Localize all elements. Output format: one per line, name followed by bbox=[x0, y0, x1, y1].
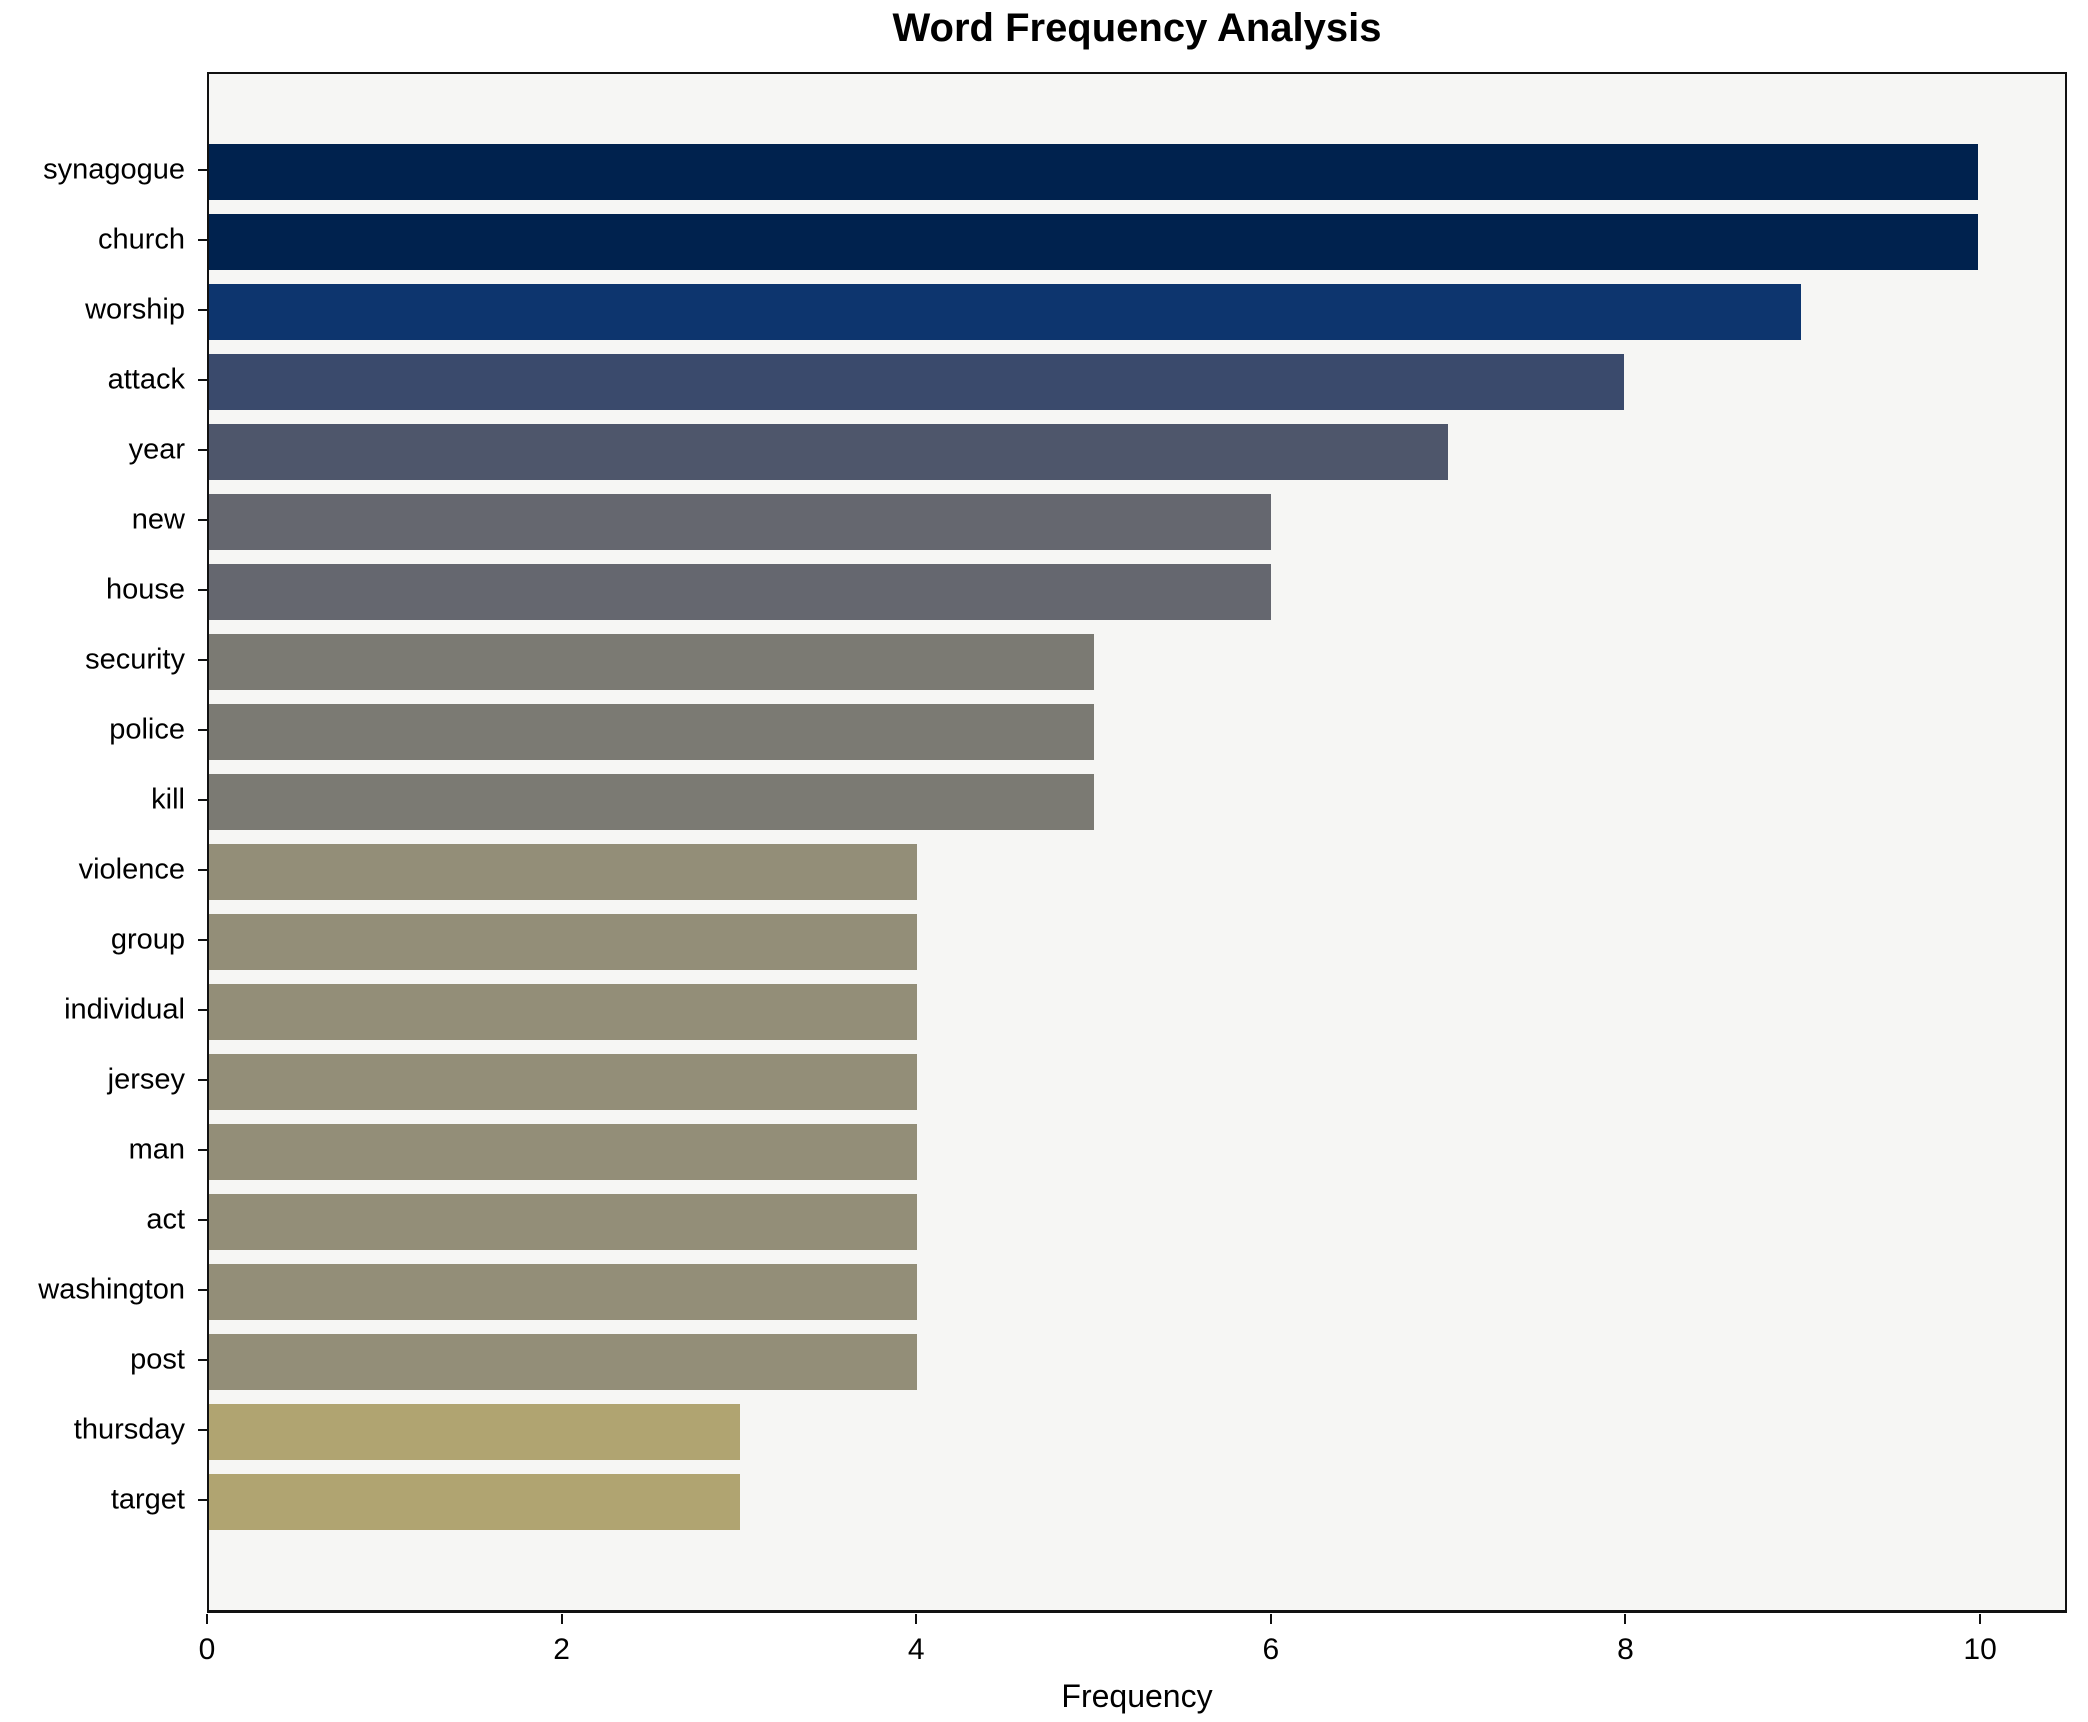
y-tick-label: church bbox=[97, 223, 185, 256]
y-tick-label: new bbox=[131, 503, 185, 536]
y-tick-mark bbox=[198, 379, 207, 381]
y-tick-label: thursday bbox=[73, 1413, 185, 1446]
x-tick-label: 4 bbox=[907, 1633, 925, 1666]
bar bbox=[209, 634, 1094, 690]
bar bbox=[209, 214, 1979, 270]
y-tick-label: post bbox=[130, 1343, 185, 1376]
bar bbox=[209, 494, 1271, 550]
y-tick-label: year bbox=[128, 433, 185, 466]
y-tick-mark bbox=[198, 1499, 207, 1501]
x-axis-label: Frequency bbox=[1061, 1678, 1213, 1714]
x-tick-mark bbox=[915, 1614, 918, 1624]
bar-row bbox=[209, 1397, 2065, 1467]
bar bbox=[209, 1054, 917, 1110]
bar bbox=[209, 144, 1979, 200]
bar bbox=[209, 1334, 917, 1390]
y-tick-mark bbox=[198, 1359, 207, 1361]
y-tick-label: security bbox=[85, 643, 185, 676]
x-axis: 0 2 4 6 8 10 bbox=[199, 1613, 2067, 1683]
y-tick-mark bbox=[198, 1079, 207, 1081]
y-tick-mark bbox=[198, 659, 207, 661]
y-tick-mark bbox=[198, 239, 207, 241]
y-tick-mark bbox=[198, 939, 207, 941]
bar bbox=[209, 1264, 917, 1320]
bar bbox=[209, 1124, 917, 1180]
bar-row bbox=[209, 837, 2065, 907]
bar bbox=[209, 844, 917, 900]
bar bbox=[209, 774, 1094, 830]
y-tick-mark bbox=[198, 1429, 207, 1431]
bar-row bbox=[209, 207, 2065, 277]
bar bbox=[209, 424, 1448, 480]
y-tick-label: jersey bbox=[107, 1063, 185, 1096]
bar-row bbox=[209, 697, 2065, 767]
bar-row bbox=[209, 487, 2065, 557]
bar bbox=[209, 704, 1094, 760]
bar bbox=[209, 564, 1271, 620]
bar-row bbox=[209, 627, 2065, 697]
y-tick-label: synagogue bbox=[43, 153, 185, 186]
bar-row bbox=[209, 1257, 2065, 1327]
y-tick-label: violence bbox=[78, 853, 185, 886]
plot-canvas bbox=[207, 72, 2067, 1613]
y-tick-label: act bbox=[146, 1203, 185, 1236]
y-tick-mark bbox=[198, 1289, 207, 1291]
bar bbox=[209, 354, 1625, 410]
bar bbox=[209, 284, 1802, 340]
x-tick-mark bbox=[1269, 1614, 1272, 1624]
y-tick-label: attack bbox=[107, 363, 185, 396]
x-tick-mark bbox=[1624, 1614, 1627, 1624]
bar bbox=[209, 1474, 740, 1530]
bar-row bbox=[209, 137, 2065, 207]
chart-title: Word Frequency Analysis bbox=[892, 6, 1382, 50]
y-tick-label: police bbox=[109, 713, 185, 746]
bar-row bbox=[209, 417, 2065, 487]
bar-row bbox=[209, 907, 2065, 977]
y-tick-mark bbox=[198, 589, 207, 591]
bar-row bbox=[209, 1117, 2065, 1187]
bar-row bbox=[209, 977, 2065, 1047]
y-tick-label: house bbox=[105, 573, 185, 606]
y-tick-mark bbox=[198, 1009, 207, 1011]
y-tick-label: man bbox=[128, 1133, 185, 1166]
bar-row bbox=[209, 1187, 2065, 1257]
bar bbox=[209, 914, 917, 970]
x-tick-label: 6 bbox=[1262, 1633, 1280, 1666]
x-tick-mark bbox=[206, 1614, 208, 1624]
x-tick-label: 10 bbox=[1963, 1633, 1997, 1666]
y-tick-mark bbox=[198, 1149, 207, 1151]
y-tick-label: kill bbox=[151, 783, 185, 816]
y-tick-label: target bbox=[110, 1483, 185, 1516]
y-tick-label: individual bbox=[64, 993, 185, 1026]
bar bbox=[209, 1404, 740, 1460]
bar bbox=[209, 984, 917, 1040]
bar-row bbox=[209, 1327, 2065, 1397]
y-tick-mark bbox=[198, 169, 207, 171]
y-tick-label: washington bbox=[38, 1273, 185, 1306]
bar-row bbox=[209, 767, 2065, 837]
y-tick-mark bbox=[198, 449, 207, 451]
bar-row bbox=[209, 1467, 2065, 1537]
y-tick-mark bbox=[198, 519, 207, 521]
y-tick-mark bbox=[198, 309, 207, 311]
x-tick-label: 8 bbox=[1617, 1633, 1634, 1666]
y-tick-label: group bbox=[110, 923, 185, 956]
y-tick-label: worship bbox=[85, 293, 185, 326]
x-tick-mark bbox=[1979, 1614, 1982, 1624]
bar-row bbox=[209, 277, 2065, 347]
bar-row bbox=[209, 1047, 2065, 1117]
y-tick-mark bbox=[198, 869, 207, 871]
x-tick-label: 0 bbox=[198, 1633, 216, 1666]
x-tick-label: 2 bbox=[553, 1633, 570, 1666]
bar-row bbox=[209, 347, 2065, 417]
y-tick-mark bbox=[198, 1219, 207, 1221]
y-tick-mark bbox=[198, 799, 207, 801]
y-tick-mark bbox=[198, 729, 207, 731]
bar-row bbox=[209, 557, 2065, 627]
x-tick-mark bbox=[560, 1614, 563, 1624]
bar bbox=[209, 1194, 917, 1250]
